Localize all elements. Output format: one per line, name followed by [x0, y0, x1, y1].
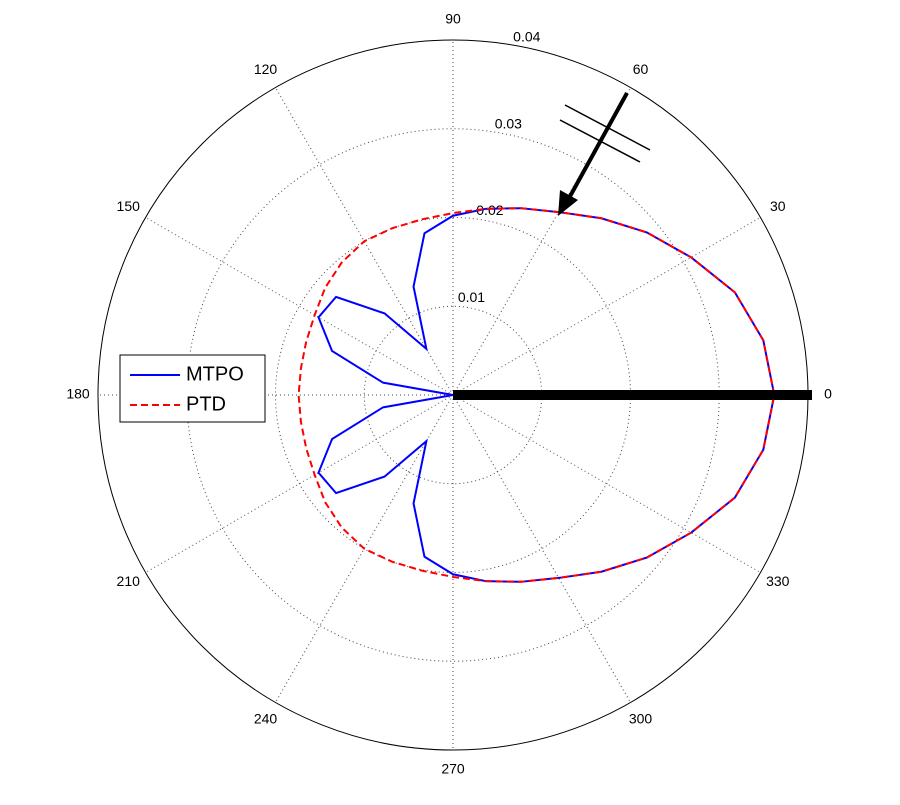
theta-tick-label: 270 [441, 761, 465, 777]
spoke-grid-line [452, 394, 631, 703]
theta-tick-label: 240 [254, 710, 278, 726]
theta-tick-label: 120 [254, 61, 278, 77]
theta-tick-label: 300 [629, 710, 653, 726]
theta-tick-label: 210 [117, 573, 141, 589]
theta-tick-label: 330 [766, 573, 790, 589]
theta-tick-label: 0 [824, 386, 832, 402]
r-tick-label: 0.01 [458, 289, 485, 305]
annotation [453, 92, 812, 400]
theta-tick-label: 30 [770, 198, 786, 214]
legend: MTPO PTD [119, 354, 266, 423]
r-tick-label: 0.02 [476, 202, 503, 218]
theta-tick-label: 90 [445, 11, 461, 27]
r-tick-label: 0.03 [495, 115, 522, 131]
legend-box [119, 354, 266, 423]
legend-label: PTD [186, 393, 226, 415]
arrow-head [558, 190, 578, 216]
hatch-line [559, 119, 641, 163]
theta-tick-label: 180 [66, 386, 90, 402]
legend-label: MTPO [186, 363, 244, 385]
theta-tick-label: 60 [633, 61, 649, 77]
spoke-grid-line [452, 217, 761, 396]
arrow-shaft [566, 92, 629, 201]
hatch-line [564, 104, 651, 151]
r-tick-label: 0.04 [513, 28, 540, 44]
theta-tick-label: 150 [117, 198, 141, 214]
